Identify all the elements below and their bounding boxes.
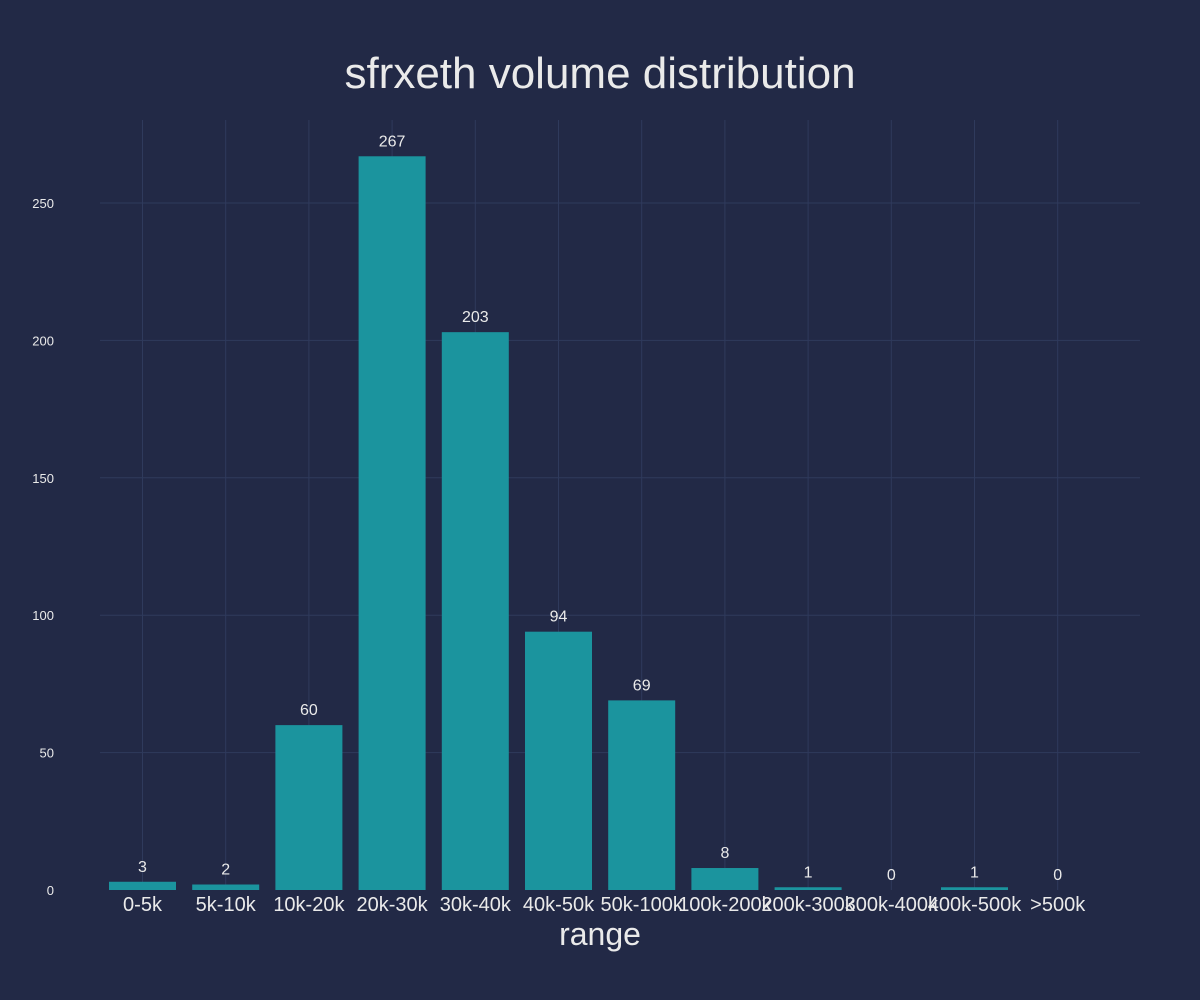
x-tick-label: 400k-500k (928, 894, 1022, 916)
x-tick-label: 10k-20k (273, 894, 345, 916)
data-labels: 3 2 60 267 203 94 69 8 1 0 1 0 (138, 133, 1062, 884)
x-tick-label: 50k-100k (601, 894, 684, 916)
x-tick-label: 200k-300k (761, 894, 855, 916)
data-label: 2 (221, 862, 230, 879)
bar (358, 156, 426, 890)
bar (275, 725, 343, 890)
x-tick-label: 30k-40k (440, 894, 512, 916)
x-tick-label: 20k-30k (357, 894, 429, 916)
data-label: 267 (379, 133, 406, 150)
data-label: 60 (300, 702, 318, 719)
y-tick-label: 200 (32, 333, 54, 348)
x-tick-label: 100k-200k (678, 894, 772, 916)
bar (192, 884, 260, 890)
data-label: 0 (1053, 867, 1062, 884)
bars (109, 156, 1008, 890)
y-tick-label: 0 (47, 883, 54, 898)
bar (109, 881, 176, 890)
data-label: 203 (462, 309, 489, 326)
x-axis-ticks: 0-5k 5k-10k 10k-20k 20k-30k 30k-40k 40k-50k 50… (123, 894, 1086, 916)
y-axis-ticks: 0 50 100 150 200 250 (32, 196, 54, 898)
x-tick-label: 40k-50k (523, 894, 595, 916)
x-tick-label: >500k (1030, 894, 1086, 916)
bar (441, 332, 509, 890)
data-label: 69 (633, 677, 651, 694)
data-label: 94 (550, 609, 568, 626)
bar (525, 631, 592, 890)
bar (774, 887, 842, 890)
data-label: 0 (887, 867, 896, 884)
y-tick-label: 150 (32, 471, 54, 486)
x-axis-label: range (559, 916, 641, 952)
bar (941, 887, 1008, 890)
bar (608, 700, 676, 890)
data-label: 8 (720, 845, 729, 862)
data-label: 3 (138, 859, 147, 876)
bar (691, 868, 759, 890)
data-label: 1 (970, 864, 979, 881)
chart-title: sfrxeth volume distribution (344, 49, 855, 98)
y-tick-label: 100 (32, 608, 54, 623)
x-tick-label: 300k-400k (845, 894, 939, 916)
x-tick-label: 5k-10k (196, 894, 257, 916)
x-tick-label: 0-5k (123, 894, 163, 916)
y-tick-label: 250 (32, 196, 54, 211)
data-label: 1 (804, 864, 813, 881)
y-tick-label: 50 (40, 746, 54, 761)
